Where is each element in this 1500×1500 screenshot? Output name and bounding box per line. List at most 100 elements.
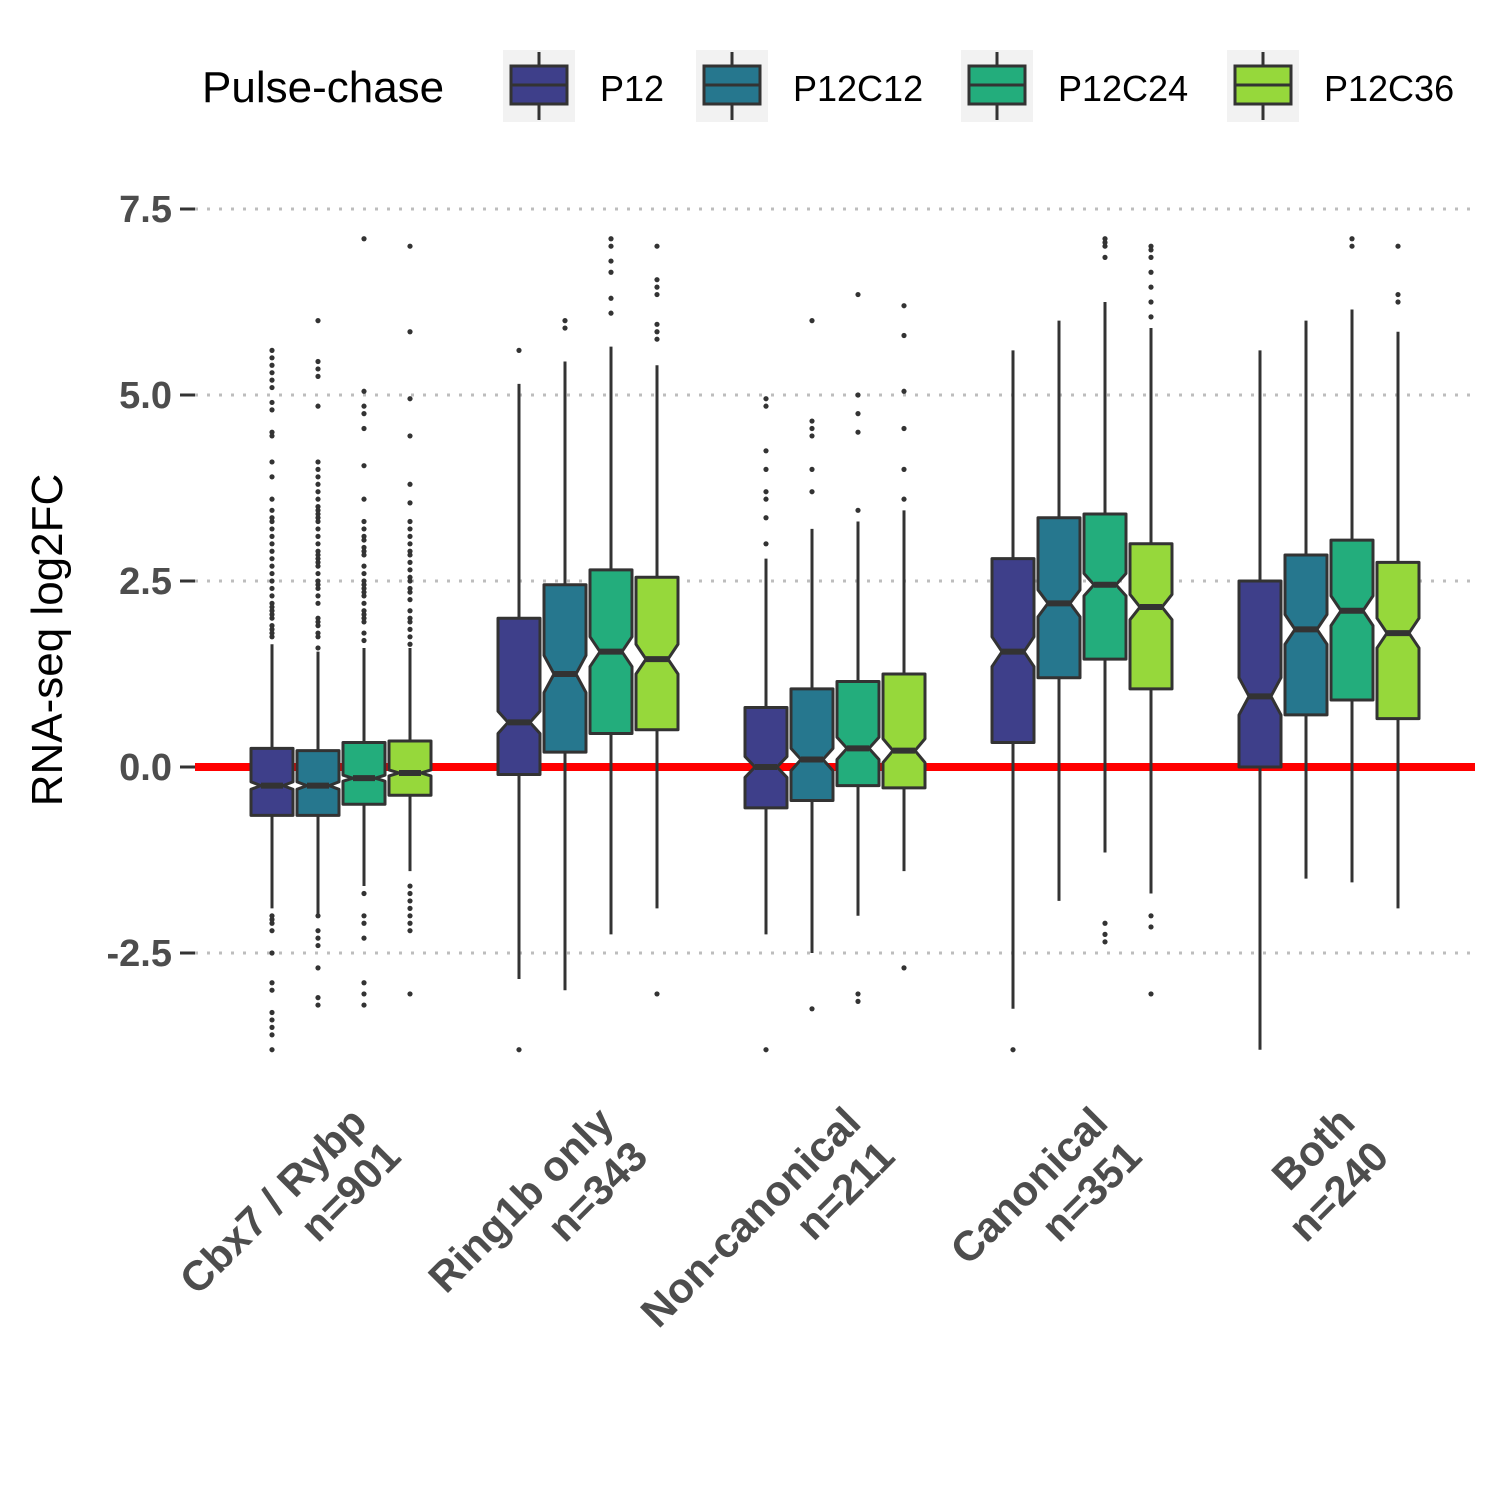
box-body (496, 616, 542, 776)
outlier-point (315, 358, 321, 365)
outlier-point (315, 559, 321, 566)
outlier-point (361, 570, 367, 577)
outlier-point (315, 928, 321, 934)
outlier-point (763, 396, 769, 402)
outlier-point (269, 474, 275, 480)
box-body (789, 687, 835, 802)
outlier-point (407, 481, 413, 487)
outlier-point (407, 396, 413, 402)
outlier-point (269, 634, 275, 640)
outlier-point (269, 913, 275, 919)
outlier-point (407, 578, 413, 584)
outlier-point (407, 589, 413, 595)
outlier-point (654, 291, 660, 298)
outlier-point (361, 619, 367, 625)
box-P12-1 (496, 347, 542, 1053)
outlier-point (407, 641, 413, 647)
box-P12C36-1 (634, 243, 680, 997)
outlier-point (901, 496, 907, 502)
outlier-point (315, 645, 321, 651)
outlier-point (608, 269, 614, 275)
outlier-point (269, 578, 275, 584)
outlier-point (407, 905, 413, 911)
outlier-point (1148, 284, 1154, 290)
outlier-point (361, 589, 367, 595)
outlier-point (1102, 239, 1108, 246)
outlier-point (407, 243, 413, 249)
outlier-point (269, 370, 275, 376)
box-body (1283, 553, 1329, 717)
outlier-point (763, 541, 769, 547)
legend-items: P12 P12C12 P12C24 P12C36 (503, 50, 1454, 122)
outlier-point (516, 1047, 522, 1053)
outlier-point (269, 541, 275, 547)
outlier-point (315, 619, 321, 625)
outlier-point (901, 965, 907, 971)
outlier-point (315, 489, 321, 495)
y-tick-label: 0.0 (119, 747, 172, 789)
outlier-point (809, 318, 815, 324)
y-tick-label: 5.0 (119, 375, 172, 417)
y-tick-label: 7.5 (119, 189, 172, 231)
outlier-point (315, 578, 321, 584)
y-tick-label: -2.5 (107, 933, 172, 975)
outlier-point (407, 913, 413, 919)
outlier-point (361, 600, 367, 606)
box-P12C24-2 (835, 291, 881, 1004)
y-axis-label: RNA-seq log2FC (23, 474, 72, 807)
outlier-point (269, 1032, 275, 1038)
outlier-point (1148, 991, 1154, 997)
outlier-point (361, 615, 367, 621)
outlier-point (269, 630, 275, 636)
legend: Pulse-chase P12 P12C12 P12C24 P12C36 (202, 50, 1454, 122)
outlier-point (315, 965, 321, 971)
outlier-point (407, 928, 413, 934)
box-body (542, 583, 588, 754)
outlier-point (269, 615, 275, 621)
outlier-point (315, 570, 321, 577)
outlier-point (407, 626, 413, 632)
outlier-point (763, 403, 769, 409)
outlier-point (809, 418, 815, 424)
outlier-point (269, 626, 275, 632)
outlier-point (269, 920, 275, 926)
outlier-point (608, 236, 614, 242)
box-body (1036, 516, 1082, 680)
legend-label: P12C12 (793, 68, 923, 109)
legend-label: P12C36 (1324, 68, 1454, 109)
box-body (1329, 538, 1375, 702)
outlier-point (763, 489, 769, 495)
outlier-point (315, 995, 321, 1001)
outlier-point (361, 518, 367, 525)
outlier-point (654, 991, 660, 997)
outlier-point (1148, 254, 1154, 260)
legend-item-P12C12: P12C12 (696, 50, 923, 122)
outlier-point (361, 913, 367, 919)
outlier-point (1395, 291, 1401, 298)
outlier-point (901, 303, 907, 309)
box-P12C36-3 (1128, 243, 1174, 997)
outlier-point (315, 366, 321, 372)
outlier-point (361, 991, 367, 997)
outlier-point (1349, 236, 1355, 242)
outlier-point (1148, 269, 1154, 275)
outlier-point (361, 630, 367, 636)
plot-area (249, 236, 1421, 1053)
box-P12-4 (1237, 350, 1283, 1050)
box-P12C36-2 (881, 303, 927, 971)
outlier-point (1102, 931, 1108, 938)
outlier-point (269, 355, 275, 361)
box-P12C36-4 (1375, 243, 1421, 909)
outlier-point (763, 448, 769, 454)
outlier-point (809, 489, 815, 495)
outlier-point (407, 898, 413, 904)
outlier-point (407, 500, 413, 506)
outlier-point (608, 295, 614, 301)
box-P12-2 (743, 396, 789, 1053)
box-P12-3 (990, 350, 1036, 1053)
outlier-point (361, 463, 367, 469)
outlier-point (855, 991, 861, 997)
outlier-point (654, 321, 660, 327)
box-P12C36-0 (387, 243, 433, 997)
